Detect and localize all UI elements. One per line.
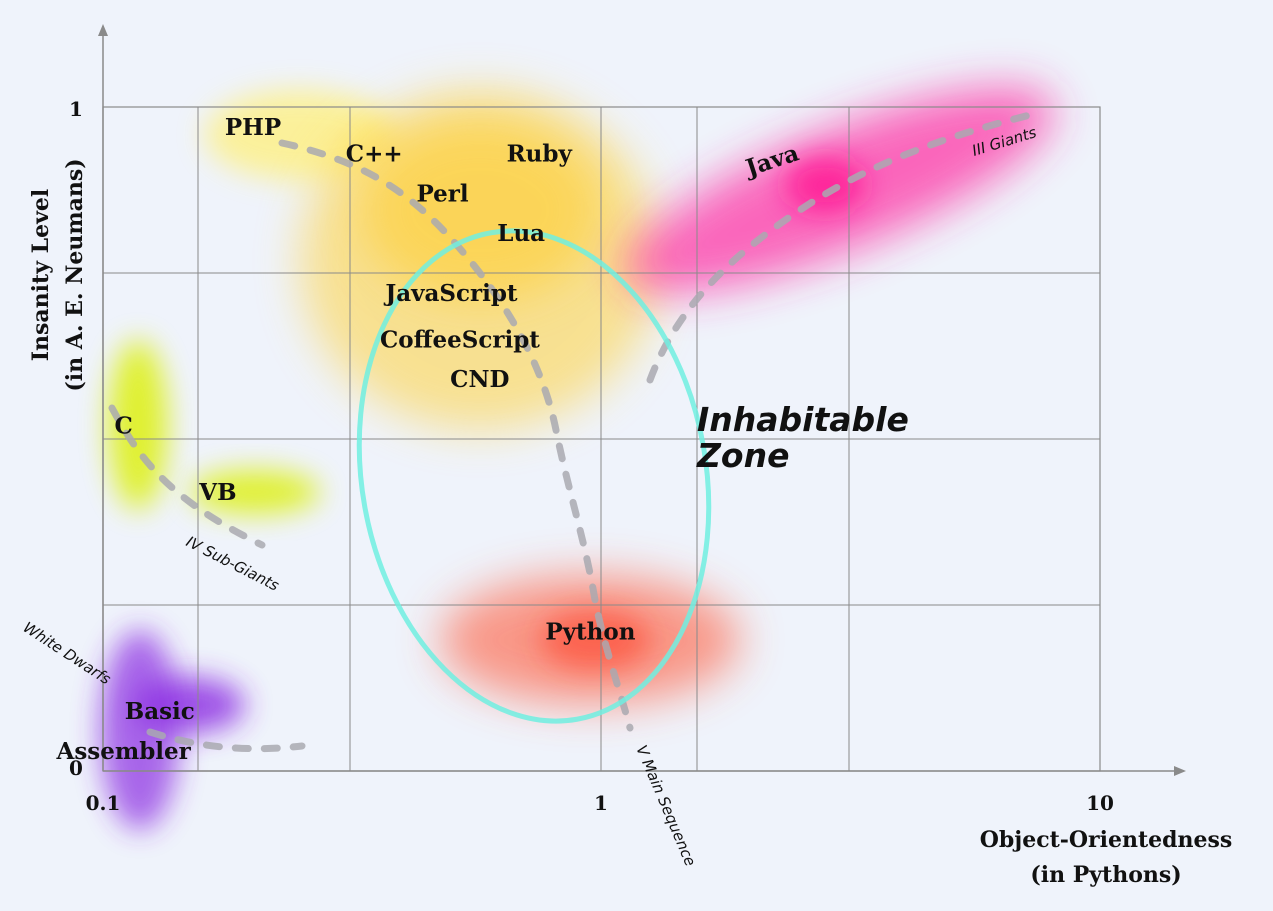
glow-scripting-core [360,120,600,300]
point-label-c-: C++ [346,140,403,167]
x-tick-label: 10 [1086,791,1114,815]
x-tick-label: 0.1 [86,791,121,815]
annotation-inhabitable-zone: Inhabitable [697,400,909,439]
point-label-python: Python [545,619,635,646]
giants-track [646,111,1034,384]
point-label-vb: VB [198,479,236,506]
y-tick-label: 0 [69,756,83,780]
glow-python-core [540,610,650,670]
main-sequence-track [278,139,634,732]
annotation-white-dwarfs: White Dwarfs [20,618,114,688]
y-tick-label: 1 [69,97,83,121]
point-label-coffeescript: CoffeeScript [380,326,540,353]
x-axis-title: Object-Orientedness (in Pythons) [980,827,1233,888]
y-ticks: 1 0 [69,97,83,780]
point-label-basic: Basic [125,698,195,725]
glow-white-dwarfs [100,630,180,830]
y-axis-title-line1: Insanity Level [28,189,54,362]
language-labels: PHP C++ Ruby Perl Lua JavaScript CoffeeScript C… [55,114,802,765]
point-label-lua: Lua [497,220,545,247]
glow-java-core [785,157,865,213]
x-ticks: 0.1 1 10 [86,791,1114,815]
grid [102,106,1101,772]
x-axis-title-line1: Object-Orientedness [980,827,1233,853]
glow-layer [100,87,1055,830]
annotation-main-sequence: V Main Sequence [632,743,699,869]
point-label-php: PHP [225,114,281,141]
x-tick-label: 1 [594,791,608,815]
y-axis-title: Insanity Level (in A. E. Neumans) [28,158,88,391]
x-axis-title-line2: (in Pythons) [1030,862,1181,888]
point-label-c: C [114,413,132,440]
point-label-cnd: CND [450,366,509,393]
sequence-tracks [108,111,1034,753]
point-label-ruby: Ruby [507,140,573,167]
y-axis-title-line2: (in A. E. Neumans) [62,158,88,391]
point-label-perl: Perl [417,180,469,207]
annotation-inhabitable-zone-line2: Zone [696,436,789,475]
sub-giants-track [108,404,266,549]
glow-vb [190,470,320,514]
point-label-assembler: Assembler [55,738,191,765]
inhabitable-zone-ellipse [356,228,712,724]
point-label-javascript: JavaScript [383,280,518,307]
